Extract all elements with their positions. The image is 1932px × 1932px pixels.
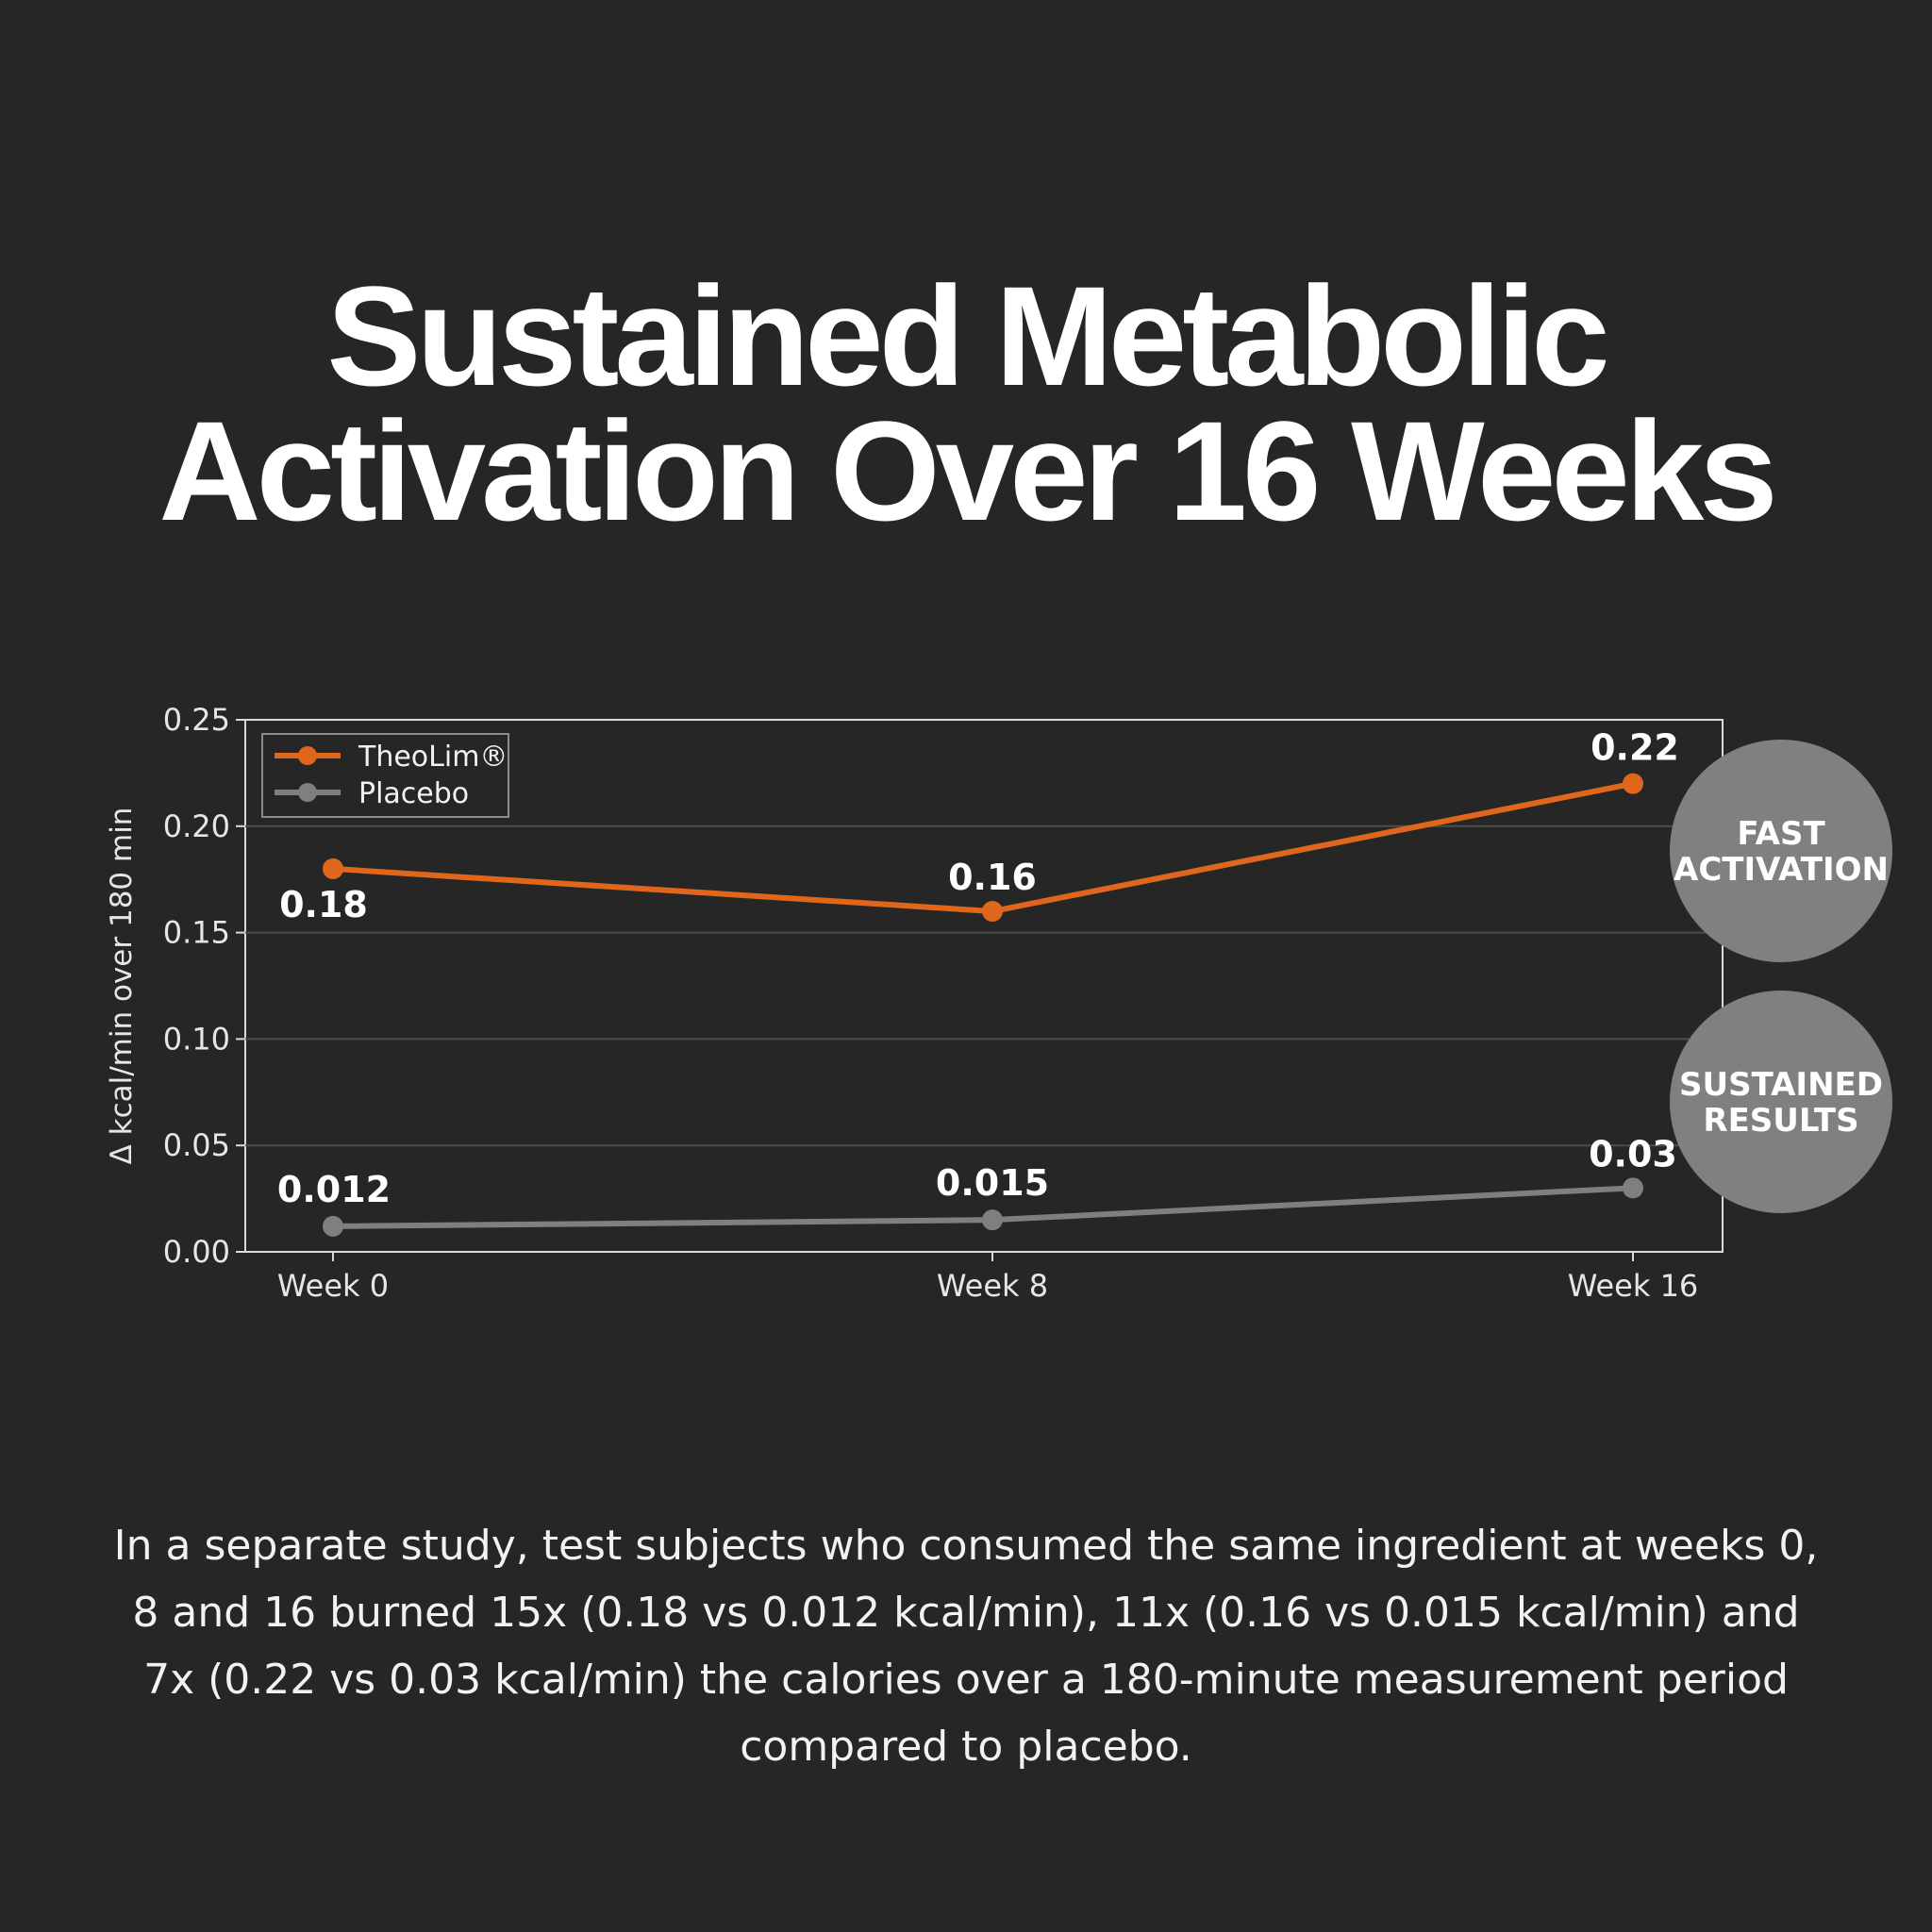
data-label: 0.012 (277, 1169, 391, 1210)
badge-label: ACTIVATION (1674, 851, 1889, 889)
data-label: 0.16 (948, 857, 1037, 898)
page-title: Sustained Metabolic Activation Over 16 W… (0, 257, 1932, 550)
chart-area: 0.00 0.05 0.10 0.15 0.20 0.25 Week 0 Week 8 Week… (0, 660, 1932, 1340)
data-label: 0.015 (936, 1162, 1049, 1204)
data-label: 0.03 (1589, 1133, 1677, 1174)
page-title-line-2: Activation Over 16 Weeks (158, 391, 1777, 550)
data-point (323, 858, 343, 879)
data-label: 0.22 (1591, 727, 1679, 769)
data-point (323, 1215, 343, 1237)
x-tick-label: Week 16 (1568, 1268, 1699, 1304)
legend-label: TheoLim® (358, 741, 508, 774)
y-tick-label: 0.25 (163, 702, 230, 738)
data-label: 0.18 (279, 884, 368, 925)
legend-swatch-marker (298, 783, 317, 802)
study-caption: In a separate study, test subjects who c… (113, 1522, 1819, 1771)
y-tick-label: 0.05 (163, 1127, 230, 1163)
x-tick-label: Week 8 (937, 1268, 1048, 1304)
badge-label: RESULTS (1703, 1102, 1858, 1140)
data-point (1623, 1177, 1643, 1199)
legend-label: Placebo (358, 777, 469, 810)
legend-swatch-marker (298, 746, 317, 765)
y-tick-label: 0.15 (163, 915, 230, 951)
page-title-line-1: Sustained Metabolic (326, 257, 1609, 415)
y-axis-label: Δ kcal/min over 180 min (105, 808, 139, 1165)
data-point (982, 901, 1003, 923)
badge-label: FAST (1737, 815, 1825, 853)
line-chart: 0.00 0.05 0.10 0.15 0.20 0.25 Week 0 Week 8 Week… (105, 702, 1892, 1304)
x-tick-label: Week 0 (277, 1268, 389, 1304)
data-point (1623, 773, 1643, 794)
data-point (982, 1209, 1003, 1231)
y-tick-label: 0.00 (163, 1234, 230, 1270)
badge-circle (1670, 991, 1892, 1213)
badge-label: SUSTAINED (1679, 1066, 1883, 1104)
badge-circle (1670, 740, 1892, 962)
y-tick-label: 0.20 (163, 808, 230, 844)
y-tick-label: 0.10 (163, 1021, 230, 1057)
